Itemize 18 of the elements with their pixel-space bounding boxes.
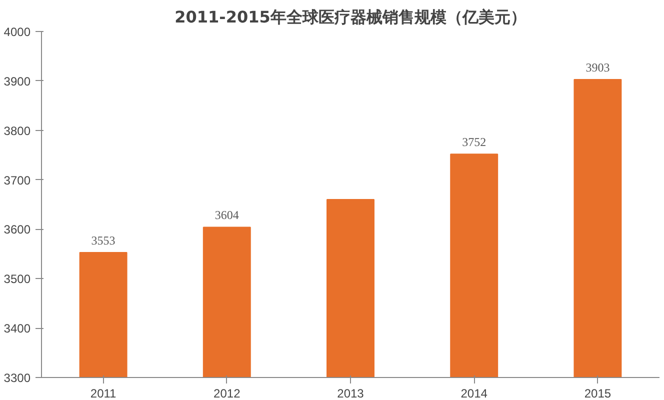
y-tick-label: 3800 (4, 124, 31, 138)
data-label: 3752 (462, 135, 486, 150)
x-tick-label: 2011 (90, 386, 117, 400)
data-label: 3903 (586, 60, 610, 74)
y-tick-label: 3900 (4, 74, 31, 88)
x-tick-label: 2014 (460, 386, 488, 400)
y-tick-label: 3300 (4, 371, 31, 385)
y-tick-label: 3400 (4, 322, 31, 336)
data-label: 3604 (214, 208, 239, 222)
x-tick-label: 2013 (337, 386, 364, 400)
y-tick-label: 3700 (4, 173, 31, 188)
y-tick-label: 4000 (4, 25, 31, 39)
data-label: 3553 (91, 233, 116, 248)
y-tick-label: 3500 (4, 272, 31, 286)
x-tick-label: 2012 (214, 386, 241, 400)
y-tick-label: 3600 (4, 222, 31, 237)
x-tick-label: 2015 (584, 386, 612, 400)
chart-title: 2011-2015年全球医疗器械销售规模（亿美元） (174, 8, 526, 26)
